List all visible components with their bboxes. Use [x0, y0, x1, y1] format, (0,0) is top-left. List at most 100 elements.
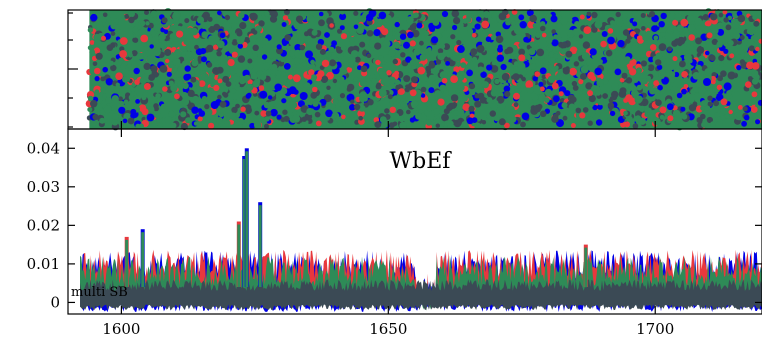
scatter-point: [258, 20, 265, 27]
scatter-point: [197, 116, 203, 122]
scatter-point: [547, 75, 556, 84]
scatter-point: [150, 10, 158, 18]
scatter-point: [288, 69, 294, 75]
scatter-point: [348, 62, 354, 68]
scatter-point: [592, 104, 598, 111]
scatter-point: [252, 30, 258, 35]
scatter-point: [651, 25, 658, 32]
scatter-point: [630, 84, 637, 92]
scatter-point: [159, 65, 168, 73]
top-scatter-dots: [85, 8, 762, 131]
scatter-point: [282, 40, 288, 47]
scatter-point: [451, 9, 460, 18]
scatter-point: [135, 99, 141, 104]
scatter-point: [600, 40, 607, 48]
scatter-point: [359, 91, 368, 100]
scatter-point: [426, 105, 433, 112]
scatter-point: [619, 77, 625, 83]
scatter-point: [132, 26, 139, 33]
scatter-point: [588, 95, 596, 103]
scatter-point: [391, 112, 400, 121]
scatter-point: [474, 122, 481, 130]
scatter-point: [341, 114, 346, 120]
scatter-point: [715, 93, 724, 102]
scatter-point: [102, 93, 107, 99]
scatter-point: [383, 54, 392, 63]
scatter-point: [716, 41, 723, 48]
scatter-point: [373, 112, 379, 117]
scatter-point: [276, 44, 282, 50]
spike-inner: [242, 159, 246, 287]
scatter-point: [713, 100, 720, 107]
chart-title: WbEf: [390, 149, 453, 174]
scatter-point: [351, 50, 359, 58]
scatter-point: [93, 47, 101, 54]
scatter-point: [249, 122, 256, 129]
scatter-point: [299, 92, 308, 100]
scatter-point: [584, 19, 590, 25]
scatter-point: [666, 84, 673, 90]
scatter-point: [638, 117, 646, 125]
scatter-point: [142, 73, 149, 80]
scatter-point: [521, 76, 526, 82]
scatter-point: [181, 92, 188, 99]
scatter-point: [585, 58, 594, 66]
scatter-point: [99, 117, 106, 124]
scatter-point: [340, 45, 347, 51]
scatter-point: [439, 71, 448, 79]
scatter-point: [329, 59, 337, 67]
scatter-point: [245, 93, 251, 99]
scatter-point: [501, 73, 510, 81]
scatter-point: [598, 59, 603, 64]
scatter-point: [337, 99, 345, 107]
scatter-point: [231, 51, 238, 58]
scatter-point: [587, 90, 593, 97]
scatter-point: [210, 82, 215, 88]
scatter-point: [295, 15, 304, 23]
scatter-point: [518, 100, 524, 106]
scatter-point: [195, 48, 203, 56]
scatter-point: [575, 107, 582, 114]
scatter-point: [609, 110, 616, 117]
scatter-point: [412, 121, 421, 130]
scatter-point: [631, 10, 639, 17]
scatter-point: [366, 53, 372, 59]
scatter-point: [263, 10, 270, 17]
scatter-point: [644, 112, 650, 117]
scatter-point: [724, 113, 730, 119]
scatter-point: [337, 76, 345, 84]
scatter-point: [658, 43, 667, 51]
scatter-point: [348, 56, 356, 64]
scatter-point: [353, 103, 361, 111]
scatter-point: [750, 34, 758, 42]
scatter-point: [398, 88, 405, 95]
scatter-point: [441, 113, 449, 122]
scatter-point: [585, 82, 593, 90]
scatter-point: [371, 78, 377, 84]
scatter-point: [474, 93, 480, 99]
scatter-point: [462, 103, 471, 111]
scatter-point: [297, 37, 305, 45]
scatter-point: [736, 65, 742, 71]
scatter-point: [303, 82, 311, 90]
scatter-point: [143, 62, 151, 70]
scatter-point: [118, 106, 126, 114]
scatter-point: [586, 11, 592, 17]
scatter-point: [332, 98, 339, 105]
scatter-point: [168, 110, 176, 118]
scatter-point: [610, 20, 615, 25]
scatter-point: [719, 62, 724, 68]
scatter-point: [582, 41, 591, 49]
scatter-point: [621, 72, 628, 79]
scatter-point: [741, 120, 747, 127]
scatter-point: [725, 118, 732, 125]
scatter-point: [431, 36, 439, 44]
scatter-point: [541, 74, 547, 80]
scatter-point: [512, 53, 519, 59]
scatter-point: [201, 56, 207, 63]
scatter-point: [90, 100, 98, 108]
scatter-point: [357, 109, 365, 118]
scatter-point: [162, 86, 168, 92]
scatter-point: [118, 57, 124, 64]
scatter-point: [409, 117, 415, 123]
